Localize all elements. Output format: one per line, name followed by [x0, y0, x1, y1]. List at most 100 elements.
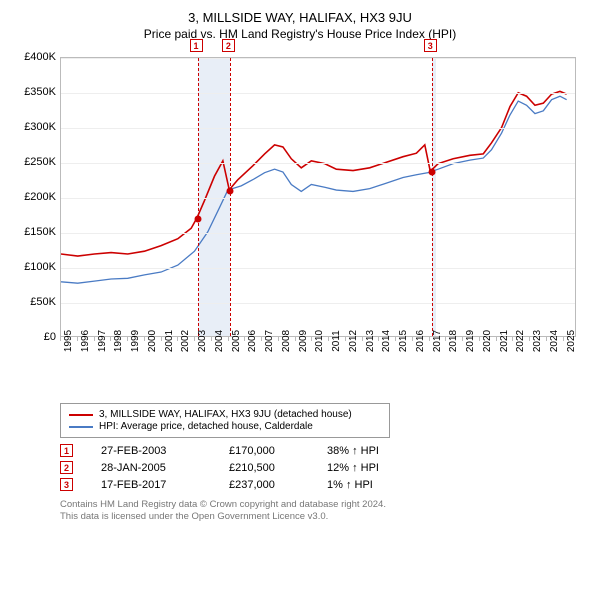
x-tick-mark	[345, 337, 346, 341]
transaction-diff: 12% ↑ HPI	[327, 462, 417, 474]
transaction-price: £237,000	[229, 479, 299, 491]
x-axis-label: 1997	[97, 330, 108, 352]
transaction-date: 28-JAN-2005	[101, 462, 201, 474]
gridline	[61, 233, 575, 234]
x-axis-label: 2018	[448, 330, 459, 352]
x-tick-mark	[94, 337, 95, 341]
legend-label-hpi: HPI: Average price, detached house, Cald…	[99, 421, 313, 432]
legend-swatch-property	[69, 414, 93, 416]
x-tick-mark	[295, 337, 296, 341]
transaction-point	[428, 169, 435, 176]
y-axis-label: £50K	[12, 296, 56, 308]
transaction-row: 1 27-FEB-2003 £170,000 38% ↑ HPI	[60, 444, 588, 457]
x-tick-mark	[77, 337, 78, 341]
x-axis-label: 2001	[164, 330, 175, 352]
transaction-price: £210,500	[229, 462, 299, 474]
x-tick-mark	[496, 337, 497, 341]
x-axis-label: 1996	[80, 330, 91, 352]
transaction-marker-icon: 2	[60, 461, 73, 474]
x-axis-label: 2005	[231, 330, 242, 352]
x-tick-mark	[60, 337, 61, 341]
x-axis-label: 2003	[197, 330, 208, 352]
x-tick-mark	[462, 337, 463, 341]
chart-container: 3, MILLSIDE WAY, HALIFAX, HX3 9JU Price …	[0, 0, 600, 532]
series-line-property	[61, 91, 567, 256]
transaction-diff: 38% ↑ HPI	[327, 445, 417, 457]
y-axis-label: £150K	[12, 226, 56, 238]
gridline	[61, 128, 575, 129]
transactions-table: 1 27-FEB-2003 £170,000 38% ↑ HPI 2 28-JA…	[60, 444, 588, 491]
legend: 3, MILLSIDE WAY, HALIFAX, HX3 9JU (detac…	[60, 403, 390, 438]
transaction-point	[226, 187, 233, 194]
transaction-row: 3 17-FEB-2017 £237,000 1% ↑ HPI	[60, 478, 588, 491]
x-axis-label: 1995	[63, 330, 74, 352]
transaction-marker-icon: 2	[222, 39, 235, 52]
x-tick-mark	[479, 337, 480, 341]
x-axis-label: 2016	[415, 330, 426, 352]
transaction-vline	[198, 58, 199, 336]
x-tick-mark	[177, 337, 178, 341]
x-tick-mark	[110, 337, 111, 341]
y-axis-label: £0	[12, 331, 56, 343]
x-tick-mark	[529, 337, 530, 341]
x-tick-mark	[228, 337, 229, 341]
x-tick-mark	[244, 337, 245, 341]
x-tick-mark	[546, 337, 547, 341]
x-tick-mark	[261, 337, 262, 341]
gridline	[61, 303, 575, 304]
x-axis-label: 2015	[398, 330, 409, 352]
gridline	[61, 268, 575, 269]
legend-label-property: 3, MILLSIDE WAY, HALIFAX, HX3 9JU (detac…	[99, 409, 352, 420]
x-axis-label: 1998	[113, 330, 124, 352]
x-axis-label: 2024	[549, 330, 560, 352]
x-tick-mark	[278, 337, 279, 341]
y-axis-label: £400K	[12, 51, 56, 63]
transaction-marker-icon: 3	[424, 39, 437, 52]
x-axis-label: 1999	[130, 330, 141, 352]
transaction-marker-icon: 3	[60, 478, 73, 491]
x-tick-mark	[445, 337, 446, 341]
x-axis-label: 2000	[147, 330, 158, 352]
legend-item-hpi: HPI: Average price, detached house, Cald…	[69, 421, 381, 432]
line-series-svg	[61, 58, 575, 336]
x-axis-label: 2014	[381, 330, 392, 352]
x-tick-mark	[378, 337, 379, 341]
x-axis-label: 2007	[264, 330, 275, 352]
x-tick-mark	[194, 337, 195, 341]
chart-subtitle: Price paid vs. HM Land Registry's House …	[12, 27, 588, 41]
gridline	[61, 198, 575, 199]
x-tick-mark	[512, 337, 513, 341]
x-tick-mark	[161, 337, 162, 341]
chart-title: 3, MILLSIDE WAY, HALIFAX, HX3 9JU	[12, 10, 588, 25]
transaction-marker-icon: 1	[60, 444, 73, 457]
plot-area	[60, 57, 576, 337]
transaction-vline	[230, 58, 231, 336]
gridline	[61, 163, 575, 164]
transaction-diff: 1% ↑ HPI	[327, 479, 417, 491]
transaction-date: 17-FEB-2017	[101, 479, 201, 491]
x-axis-label: 2006	[247, 330, 258, 352]
x-axis-label: 2010	[314, 330, 325, 352]
footer-attribution: Contains HM Land Registry data © Crown c…	[60, 499, 588, 524]
x-axis-label: 2020	[482, 330, 493, 352]
y-axis-label: £250K	[12, 156, 56, 168]
series-line-hpi	[61, 96, 567, 283]
y-axis-label: £200K	[12, 191, 56, 203]
footer-line-2: This data is licensed under the Open Gov…	[60, 511, 588, 523]
transaction-point	[194, 216, 201, 223]
y-axis-label: £300K	[12, 121, 56, 133]
x-tick-mark	[211, 337, 212, 341]
x-axis-label: 2022	[515, 330, 526, 352]
y-axis-label: £100K	[12, 261, 56, 273]
x-axis-label: 2008	[281, 330, 292, 352]
y-axis-label: £350K	[12, 86, 56, 98]
x-axis-label: 2011	[331, 330, 342, 352]
chart-area: £0 £50K £100K £150K £200K £250K £300K £350K £400…	[12, 49, 588, 399]
x-axis-label: 2009	[298, 330, 309, 352]
x-axis-label: 2025	[566, 330, 577, 352]
legend-item-property: 3, MILLSIDE WAY, HALIFAX, HX3 9JU (detac…	[69, 409, 381, 420]
transaction-price: £170,000	[229, 445, 299, 457]
transaction-date: 27-FEB-2003	[101, 445, 201, 457]
x-tick-mark	[429, 337, 430, 341]
legend-swatch-hpi	[69, 426, 93, 428]
